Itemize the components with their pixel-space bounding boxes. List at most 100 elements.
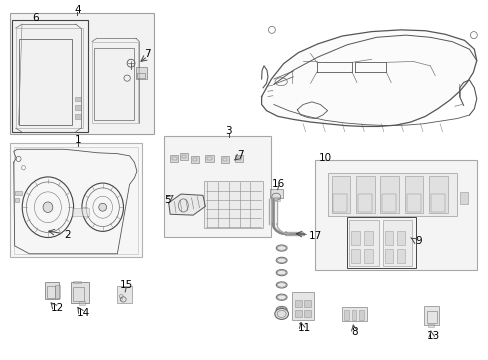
Bar bbox=[19, 39, 72, 125]
Text: 11: 11 bbox=[297, 323, 310, 333]
Text: 1: 1 bbox=[75, 135, 81, 145]
Bar bbox=[363, 249, 372, 264]
Text: 6: 6 bbox=[32, 13, 39, 23]
Bar bbox=[10, 143, 142, 257]
Bar bbox=[424, 306, 438, 325]
Bar bbox=[331, 176, 349, 213]
Bar bbox=[94, 48, 134, 120]
Bar bbox=[385, 231, 392, 245]
Text: 15: 15 bbox=[119, 280, 133, 291]
Bar bbox=[172, 157, 176, 160]
Bar bbox=[315, 160, 476, 270]
Bar bbox=[406, 194, 420, 212]
Bar bbox=[45, 282, 59, 300]
Polygon shape bbox=[168, 194, 205, 215]
Bar bbox=[271, 197, 280, 201]
Bar bbox=[170, 156, 178, 162]
Bar bbox=[205, 156, 213, 162]
Text: 4: 4 bbox=[74, 5, 81, 15]
Bar bbox=[180, 153, 188, 160]
Ellipse shape bbox=[43, 202, 53, 212]
Bar bbox=[234, 156, 243, 162]
Bar bbox=[396, 231, 404, 245]
Bar bbox=[163, 136, 271, 237]
Bar bbox=[71, 282, 88, 303]
Ellipse shape bbox=[276, 257, 286, 264]
Bar bbox=[75, 96, 81, 101]
Bar bbox=[357, 194, 371, 212]
Polygon shape bbox=[261, 30, 476, 126]
Bar bbox=[16, 28, 83, 128]
Bar bbox=[207, 157, 211, 160]
Bar bbox=[221, 156, 229, 163]
Bar bbox=[136, 67, 146, 79]
Bar bbox=[79, 301, 85, 305]
Ellipse shape bbox=[276, 282, 286, 288]
Text: 2: 2 bbox=[64, 230, 71, 240]
Bar bbox=[327, 173, 456, 216]
Bar bbox=[383, 220, 411, 266]
Ellipse shape bbox=[276, 306, 286, 312]
Bar bbox=[223, 158, 227, 161]
Bar bbox=[380, 176, 398, 213]
Text: 8: 8 bbox=[351, 327, 358, 337]
Bar bbox=[385, 249, 392, 264]
Bar bbox=[304, 300, 310, 307]
Text: 5: 5 bbox=[163, 195, 170, 205]
Bar bbox=[344, 310, 348, 320]
Bar bbox=[430, 194, 444, 212]
Bar bbox=[14, 147, 138, 254]
Bar bbox=[12, 20, 88, 132]
Bar bbox=[73, 280, 81, 283]
Text: 7: 7 bbox=[144, 49, 151, 59]
Bar bbox=[459, 192, 468, 204]
Bar bbox=[350, 231, 359, 245]
Bar bbox=[426, 311, 436, 323]
Ellipse shape bbox=[274, 309, 288, 319]
Bar bbox=[355, 176, 374, 213]
Bar bbox=[117, 286, 132, 303]
Text: 16: 16 bbox=[271, 179, 285, 189]
Bar bbox=[192, 158, 197, 161]
Ellipse shape bbox=[276, 270, 286, 276]
Ellipse shape bbox=[276, 245, 286, 251]
Bar bbox=[427, 324, 433, 327]
Bar bbox=[47, 286, 55, 298]
Text: 13: 13 bbox=[426, 331, 439, 341]
Bar bbox=[137, 73, 144, 78]
Bar bbox=[73, 287, 84, 301]
Bar bbox=[295, 300, 301, 307]
Bar bbox=[182, 155, 186, 158]
Bar bbox=[404, 176, 423, 213]
Bar bbox=[358, 310, 363, 320]
Bar bbox=[72, 208, 89, 216]
Bar bbox=[348, 220, 379, 266]
Ellipse shape bbox=[276, 294, 286, 300]
Bar bbox=[204, 181, 263, 228]
Bar bbox=[190, 156, 199, 163]
Text: 17: 17 bbox=[308, 231, 322, 241]
Text: 14: 14 bbox=[76, 309, 90, 319]
Ellipse shape bbox=[99, 203, 106, 211]
Bar bbox=[382, 194, 395, 212]
Text: 7: 7 bbox=[237, 149, 244, 159]
Text: 12: 12 bbox=[51, 303, 64, 313]
Bar bbox=[55, 285, 60, 298]
Bar bbox=[15, 191, 22, 195]
Bar bbox=[236, 157, 241, 160]
Bar bbox=[342, 307, 366, 321]
Bar bbox=[350, 249, 359, 264]
Bar bbox=[292, 292, 314, 320]
Bar bbox=[75, 114, 81, 118]
Text: 9: 9 bbox=[414, 235, 421, 246]
Bar bbox=[304, 310, 310, 317]
Bar bbox=[15, 198, 19, 202]
Text: 10: 10 bbox=[318, 153, 331, 163]
Bar bbox=[92, 42, 138, 123]
Bar bbox=[428, 176, 447, 213]
Bar bbox=[75, 105, 81, 110]
Bar bbox=[333, 194, 346, 212]
Bar bbox=[295, 310, 301, 317]
Bar bbox=[269, 189, 282, 198]
Bar bbox=[363, 231, 372, 245]
